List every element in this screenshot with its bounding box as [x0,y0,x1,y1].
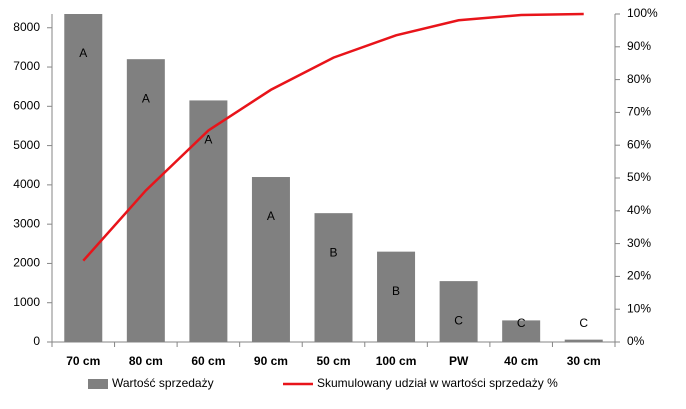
x-tick-label: 80 cm [129,354,163,368]
x-tick-label: 70 cm [66,354,100,368]
bar [189,100,228,342]
bar-label: A [142,91,150,105]
bar-label: C [454,313,463,327]
y-tick-label: 2000 [13,256,40,270]
cumulative-line [82,12,584,262]
x-tick-label: 90 cm [254,354,288,368]
y2-tick-label: 30% [627,236,651,250]
bar [314,213,353,342]
y-tick-label: 0 [33,334,40,348]
y2-tick-label: 60% [627,137,651,151]
y-tick-label: 6000 [13,98,40,112]
y-tick-label: 5000 [13,138,40,152]
y-tick-label: 8000 [13,20,40,34]
y-tick-label: 1000 [13,295,40,309]
bar-label: B [329,245,337,259]
bar-label: A [204,133,212,147]
x-tick-label: 60 cm [191,354,225,368]
x-tick-label: PW [449,354,469,368]
bar [251,177,290,342]
bar [564,339,603,342]
x-tick-label: 30 cm [567,354,601,368]
x-tick-label: 40 cm [504,354,538,368]
bar-label: B [392,284,400,298]
legend-label: Wartość sprzedaży [112,376,214,390]
y2-tick-label: 100% [627,6,658,20]
legend-swatch [88,379,108,389]
y2-tick-label: 70% [627,105,651,119]
y-tick-label: 7000 [13,59,40,73]
bar-label: A [267,209,275,223]
x-tick-label: 100 cm [376,354,417,368]
y2-tick-label: 20% [627,269,651,283]
bar [502,320,541,342]
bar [64,14,103,342]
y2-tick-label: 10% [627,301,651,315]
bar [377,251,416,342]
y2-tick-label: 80% [627,72,651,86]
y-tick-label: 4000 [13,177,40,191]
y2-tick-label: 90% [627,39,651,53]
x-tick-label: 50 cm [316,354,350,368]
y2-tick-label: 0% [627,334,645,348]
bar-label: C [517,316,526,330]
y-tick-label: 3000 [13,216,40,230]
y2-tick-label: 50% [627,170,651,184]
bar-label: C [579,316,588,330]
bar-label: A [79,46,87,60]
bar [126,59,165,343]
y2-tick-label: 40% [627,203,651,217]
bar [439,281,478,342]
legend-label: Skumulowany udział w wartości sprzedaży … [317,376,558,390]
